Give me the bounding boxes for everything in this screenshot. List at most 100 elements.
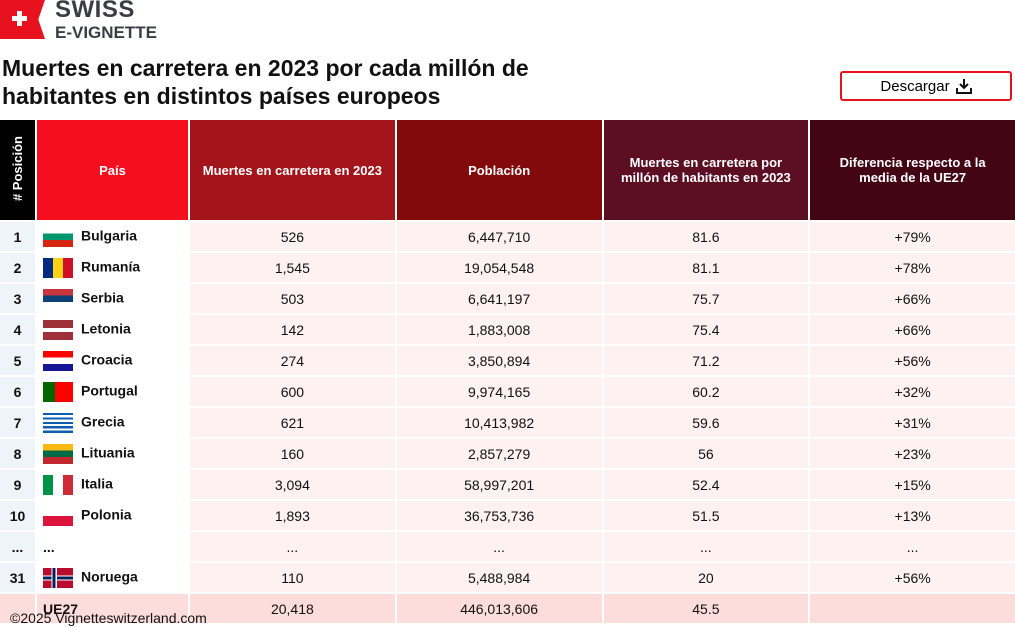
pop-cell: 6,447,710 [396,222,602,251]
download-label: Descargar [880,77,950,95]
pop-cell: 9,974,165 [396,377,602,406]
country-flag-icon [43,412,73,433]
country-cell: Bulgaria [37,222,188,251]
column-header: País [37,120,188,220]
position-cell: ... [0,532,35,561]
country-cell: UE27 [37,594,188,623]
country-flag-icon [43,288,73,309]
country-cell: ... [37,532,188,561]
country-flag-icon [43,443,73,464]
per_m-cell: ... [603,532,809,561]
country-flag-icon [43,505,73,526]
deaths-cell: 20,418 [190,594,395,623]
position-header-label: # Posición [10,135,25,202]
country-name: Croacia [81,351,133,368]
column-header: Población [396,120,602,220]
position-cell: 1 [0,222,35,251]
swiss-flag-icon [0,0,45,39]
table-row: 5 Croacia 274 3,850,894 71.2 +56% [0,346,1015,375]
diff-cell: +32% [810,377,1015,406]
diff-cell: +15% [810,470,1015,499]
pop-cell: 2,857,279 [396,439,602,468]
table-row: 6 Portugal 600 9,974,165 60.2 +32% [0,377,1015,406]
per_m-cell: 59.6 [603,408,809,437]
country-name: Lituania [81,444,135,461]
position-cell: 3 [0,284,35,313]
country-flag-icon [43,319,73,340]
logo: SWISS E-VIGNETTE [0,0,157,43]
country-cell: Grecia [37,408,188,437]
column-header: Muertes en carretera por millón de habit… [603,120,809,220]
table-row: 9 Italia 3,094 58,997,201 52.4 +15% [0,470,1015,499]
country-name: Noruega [81,568,138,585]
column-header: # Posición [0,120,35,220]
per_m-cell: 71.2 [603,346,809,375]
country-cell: Italia [37,470,188,499]
per_m-cell: 81.6 [603,222,809,251]
position-cell: 4 [0,315,35,344]
pop-cell: 58,997,201 [396,470,602,499]
diff-cell: +13% [810,501,1015,530]
pop-cell: 10,413,982 [396,408,602,437]
deaths-cell: 274 [190,346,395,375]
per_m-cell: 51.5 [603,501,809,530]
diff-cell: +56% [810,346,1015,375]
logo-line1: SWISS [55,0,135,23]
per_m-cell: 60.2 [603,377,809,406]
pop-cell: 36,753,736 [396,501,602,530]
country-flag-icon [43,226,73,247]
table-row: 4 Letonia 142 1,883,008 75.4 +66% [0,315,1015,344]
deaths-cell: 110 [190,563,395,592]
country-name: ... [43,538,55,555]
diff-cell: +31% [810,408,1015,437]
position-cell: 9 [0,470,35,499]
country-name: Italia [81,475,113,492]
country-flag-icon [43,257,73,278]
pop-cell: 446,013,606 [396,594,602,623]
per_m-cell: 75.7 [603,284,809,313]
country-flag-icon [43,567,73,588]
country-name: Grecia [81,413,125,430]
country-cell: Letonia [37,315,188,344]
column-header: Diferencia respecto a la media de la UE2… [810,120,1015,220]
pop-cell: 3,850,894 [396,346,602,375]
diff-cell [810,594,1015,623]
country-cell: Lituania [37,439,188,468]
table-row: 10 Polonia 1,893 36,753,736 51.5 +13% [0,501,1015,530]
country-name: Polonia [81,506,132,523]
deaths-cell: 526 [190,222,395,251]
per_m-cell: 56 [603,439,809,468]
country-cell: Serbia [37,284,188,313]
download-button[interactable]: Descargar [840,71,1012,101]
total-row: UE27 20,418 446,013,606 45.5 [0,594,1015,623]
logo-line2: E-VIGNETTE [55,23,158,42]
pop-cell: 5,488,984 [396,563,602,592]
pop-cell: 19,054,548 [396,253,602,282]
page-title: Muertes en carretera en 2023 por cada mi… [2,55,529,109]
footer: ©2025 Vignetteswitzerland.com [10,610,207,626]
diff-cell: +56% [810,563,1015,592]
position-cell: 5 [0,346,35,375]
pop-cell: 1,883,008 [396,315,602,344]
deaths-cell: 621 [190,408,395,437]
table-row: 31 Noruega 110 5,488,984 20 +56% [0,563,1015,592]
country-name: Portugal [81,382,138,399]
country-flag-icon [43,350,73,371]
diff-cell: +79% [810,222,1015,251]
country-cell: Polonia [37,501,188,530]
data-table: # Posición País Muertes en carretera en 20… [0,118,1015,625]
deaths-cell: 600 [190,377,395,406]
country-name: Serbia [81,289,124,306]
position-cell: 2 [0,253,35,282]
table-row: .................. [0,532,1015,561]
country-cell: Noruega [37,563,188,592]
pop-cell: 6,641,197 [396,284,602,313]
country-cell: Portugal [37,377,188,406]
country-name: Rumanía [81,258,141,275]
per_m-cell: 81.1 [603,253,809,282]
deaths-cell: 142 [190,315,395,344]
deaths-cell: ... [190,532,395,561]
diff-cell: +66% [810,284,1015,313]
diff-cell: +78% [810,253,1015,282]
position-cell: 31 [0,563,35,592]
